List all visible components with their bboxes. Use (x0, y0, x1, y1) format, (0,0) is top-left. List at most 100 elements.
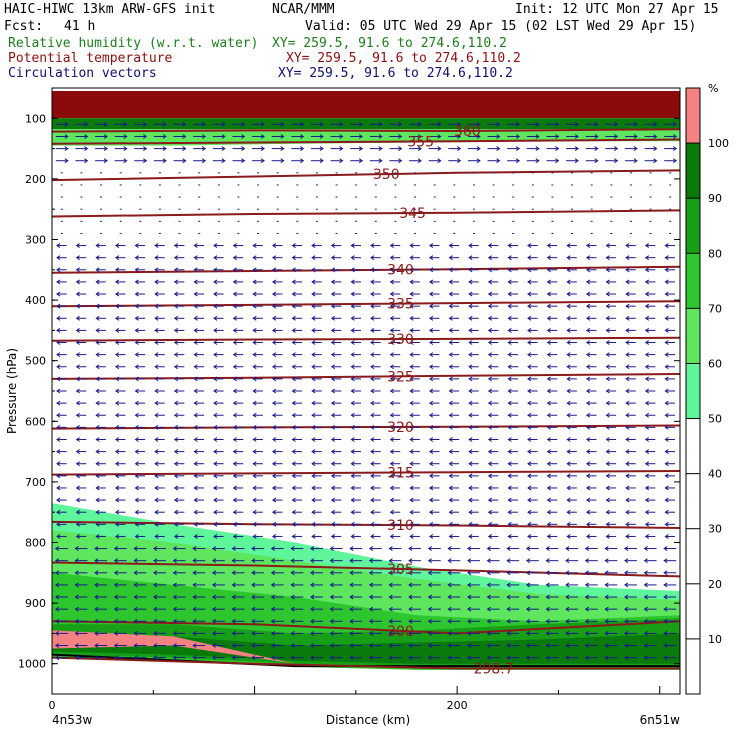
wind-vector-head (448, 327, 453, 333)
wind-vector-head (173, 255, 179, 261)
wind-vector-head (271, 291, 277, 297)
theta-label-320: 320 (387, 420, 414, 436)
theta-label-335: 335 (387, 297, 414, 313)
wind-vector-head (643, 594, 648, 600)
wind-vector-head (133, 655, 138, 661)
wind-vector-head (154, 340, 159, 345)
wind-vector-head (182, 134, 187, 139)
wind-vector-head (468, 388, 473, 394)
wind-vector-head (350, 279, 355, 285)
wind-vector-head (535, 146, 540, 152)
wind-vector-head (389, 315, 394, 321)
wind-vector-head (368, 618, 374, 624)
wind-vector-head (527, 279, 532, 285)
wind-vector-head (211, 643, 217, 648)
wind-vector-head (173, 243, 179, 248)
wind-vector-head (398, 158, 403, 164)
wind-vector-head (271, 497, 277, 503)
wind-vector-head (408, 594, 413, 600)
wind-vector-head (114, 449, 120, 455)
wind-vector-head (123, 134, 128, 139)
wind-vector-head (154, 437, 159, 442)
wind-vector-head (496, 158, 501, 164)
wind-vector-head (585, 340, 591, 345)
wind-vector-head (350, 521, 355, 527)
field-name-theta: Potential temperature (8, 51, 173, 66)
wind-vector-head (271, 352, 277, 358)
wind-vector-head (134, 291, 139, 297)
wind-vector-head (545, 558, 550, 564)
wind-vector-head (123, 146, 128, 152)
rh-fill-layer (52, 91, 680, 670)
wind-vector-head (193, 340, 198, 345)
x-axis-label: Distance (km) (326, 713, 410, 727)
wind-vector-head (527, 509, 532, 515)
wind-vector-head (605, 400, 610, 406)
wind-vector-head (95, 291, 100, 297)
wind-vector-head (213, 364, 218, 370)
wind-vector-head (271, 376, 277, 382)
wind-vector-head (565, 546, 570, 551)
wind-vector-head (75, 509, 80, 515)
wind-vector-head (574, 158, 579, 164)
wind-vector-head (192, 546, 197, 551)
wind-vector-head (409, 303, 414, 309)
wind-vector-head (291, 509, 296, 515)
wind-vector-head (389, 534, 394, 539)
wind-vector-head (584, 582, 589, 588)
wind-vector-head (134, 340, 139, 345)
wind-vector-head (252, 461, 257, 467)
wind-vector-head (565, 643, 570, 648)
wind-vector-head (545, 655, 550, 661)
wind-vector-head (94, 606, 99, 612)
wind-vector-head (271, 388, 277, 394)
field-xy-vectors: XY= 259.5, 91.6 to 274.6,110.2 (278, 66, 513, 81)
wind-vector-head (624, 618, 629, 624)
wind-vector-head (389, 461, 394, 467)
wind-vector-head (370, 364, 375, 370)
wind-vector-head (193, 376, 198, 382)
wind-vector-head (114, 461, 120, 467)
wind-vector-head (672, 158, 678, 164)
wind-vector-head (605, 534, 610, 539)
wind-vector-head (153, 546, 158, 551)
wind-vector-head (311, 437, 316, 442)
wind-vector-head (428, 485, 434, 491)
wind-vector-head (457, 134, 462, 139)
wind-vector-head (437, 146, 442, 152)
wind-vector-head (113, 570, 118, 576)
wind-vector-head (594, 158, 599, 164)
wind-vector-head (350, 400, 355, 406)
wind-vector-head (525, 546, 531, 551)
theta-contour-330 (52, 336, 680, 342)
wind-vector-head (270, 582, 275, 588)
wind-vector-head (594, 134, 599, 139)
wind-vector-head (350, 291, 355, 297)
wind-vector-head (232, 485, 237, 491)
wind-vector-head (56, 243, 61, 248)
wind-vector-head (368, 570, 374, 576)
wind-vector-head (311, 388, 316, 394)
wind-vector-head (221, 121, 226, 127)
wind-vector-head (232, 327, 237, 333)
wind-vector-head (565, 582, 570, 588)
wind-vector-head (213, 485, 218, 491)
wind-vector-head (487, 340, 493, 345)
wind-vector-head (192, 655, 197, 661)
wind-vector-head (290, 606, 295, 612)
wind-vector-head (525, 630, 531, 636)
wind-vector-head (114, 497, 120, 503)
wind-vector-head (75, 400, 80, 406)
wind-vector-head (349, 546, 354, 551)
wind-vector-head (173, 424, 179, 430)
wind-vector-head (604, 630, 609, 636)
wind-vector-head (468, 485, 473, 491)
wind-vector-head (75, 267, 80, 273)
wind-vector-head (447, 643, 452, 648)
wind-vector-head (663, 546, 668, 551)
wind-vector-head (350, 376, 355, 382)
wind-vector-head (56, 279, 61, 285)
wind-vector-head (211, 546, 217, 551)
wind-vector-head (428, 340, 434, 345)
